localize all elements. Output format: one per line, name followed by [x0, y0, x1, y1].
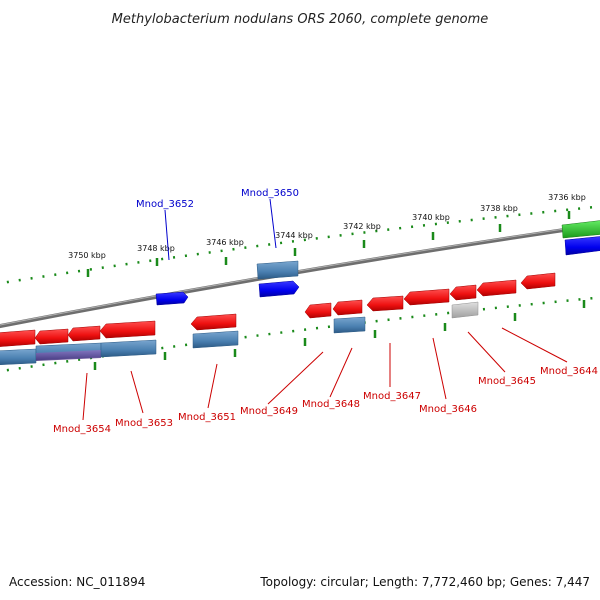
gene-reverse[interactable]: [34, 328, 69, 345]
genome-summary-text: Topology: circular; Length: 7,772,460 bp…: [259, 575, 590, 589]
gene-reverse[interactable]: [332, 299, 363, 316]
gene-reverse[interactable]: [67, 325, 101, 342]
gene-reverse[interactable]: [403, 288, 450, 306]
gene-label-reverse[interactable]: Mnod_3644: [540, 366, 598, 377]
tick-label: 3748 kbp: [137, 244, 175, 253]
gene-label-reverse[interactable]: Mnod_3646: [419, 404, 477, 415]
gene-reverse[interactable]: [0, 329, 36, 347]
gene-label-reverse[interactable]: Mnod_3645: [478, 376, 536, 387]
gene-reverse[interactable]: [476, 279, 517, 297]
inner-tick-ring: [0, 296, 600, 373]
gene-label-reverse[interactable]: Mnod_3648: [302, 399, 360, 410]
gene-steelblue[interactable]: [100, 339, 157, 358]
tick-label: 3740 kbp: [412, 213, 450, 222]
gene-gray[interactable]: [451, 301, 479, 319]
tick-label: 3742 kbp: [343, 222, 381, 231]
genome-backbone-highlight: [0, 223, 600, 326]
gene-steelblue[interactable]: [256, 260, 299, 280]
tick-label: 3738 kbp: [480, 204, 518, 213]
gene-reverse[interactable]: [304, 302, 332, 319]
gene-forward[interactable]: [155, 291, 189, 306]
gene-reverse[interactable]: [449, 284, 477, 301]
gene-green[interactable]: [561, 220, 600, 239]
outer-major-ticks: [86, 211, 571, 277]
tick-label: 3736 kbp: [548, 193, 586, 202]
forward-genes: [155, 220, 600, 306]
gene-reverse[interactable]: [366, 295, 404, 312]
gene-steelblue[interactable]: [192, 330, 239, 349]
gene-label-forward[interactable]: Mnod_3652: [136, 199, 194, 210]
gene-steelblue[interactable]: [333, 316, 366, 334]
inner-major-ticks: [93, 300, 586, 370]
genome-backbone: [0, 222, 600, 329]
gene-label-reverse[interactable]: Mnod_3651: [178, 412, 236, 423]
forward-leaders: [164, 198, 277, 261]
tick-label: 3746 kbp: [206, 238, 244, 247]
tick-label: 3744 kbp: [275, 231, 313, 240]
tick-labels: 3750 kbp 3748 kbp 3746 kbp 3744 kbp 3742…: [68, 193, 586, 260]
tick-label: 3750 kbp: [68, 251, 106, 260]
reverse-genes: [0, 272, 556, 366]
accession-text: Accession: NC_011894: [9, 575, 145, 589]
gene-reverse[interactable]: [190, 313, 237, 331]
reverse-leaders: [82, 327, 568, 421]
gene-reverse[interactable]: [520, 272, 556, 290]
gene-label-reverse[interactable]: Mnod_3647: [363, 391, 421, 402]
gene-label-reverse[interactable]: Mnod_3654: [53, 424, 111, 435]
map-title: Methylobacterium nodulans ORS 2060, comp…: [112, 12, 489, 27]
gene-label-forward[interactable]: Mnod_3650: [241, 188, 299, 199]
gene-forward[interactable]: [564, 236, 600, 256]
gene-label-reverse[interactable]: Mnod_3649: [240, 406, 298, 417]
gene-reverse[interactable]: [99, 320, 156, 339]
gene-purple[interactable]: [36, 350, 101, 361]
gene-steelblue[interactable]: [0, 348, 37, 366]
gene-label-reverse[interactable]: Mnod_3653: [115, 418, 173, 429]
gene-forward[interactable]: [258, 280, 300, 298]
outer-tick-ring: [0, 205, 600, 285]
